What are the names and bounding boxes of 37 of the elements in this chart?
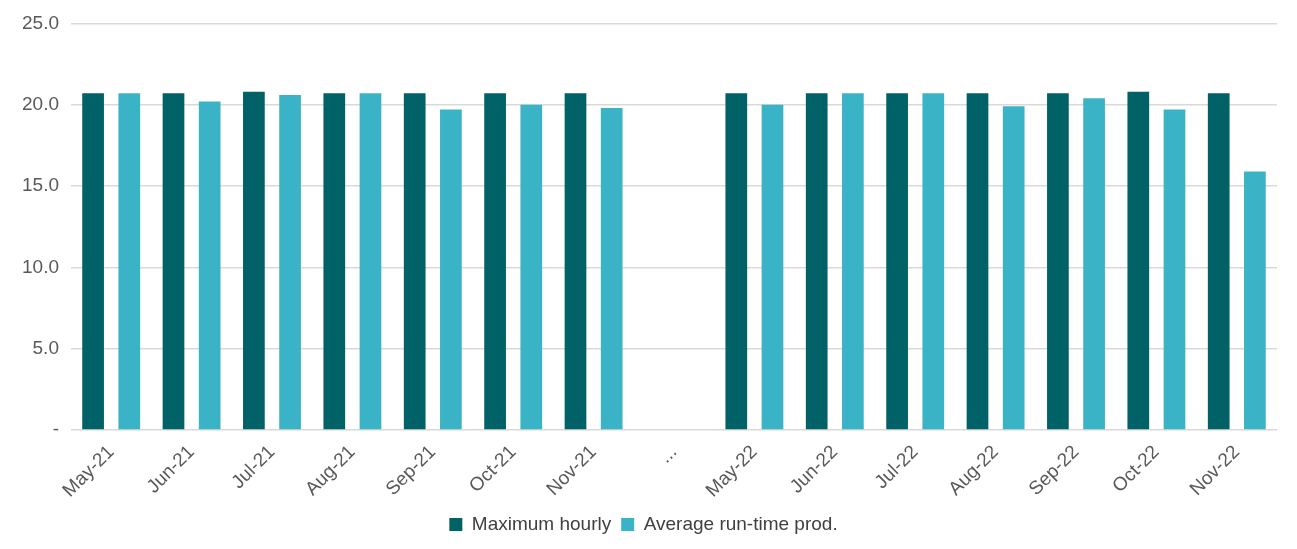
legend-label: Average run-time prod. [643,512,838,534]
bar [118,93,141,430]
bar [440,109,462,430]
y-tick-label: 10.0 [22,255,59,277]
bar [520,104,543,430]
bar [403,93,426,430]
bar [842,93,864,430]
bar [1244,171,1266,430]
bar [82,93,104,430]
bar [1047,93,1069,430]
bar [198,101,221,430]
y-tick-label: 15.0 [22,174,59,196]
x-tick-label: ... [654,440,681,467]
y-tick-label: 20.0 [22,92,59,114]
bar [1127,91,1150,430]
legend-label: Maximum hourly [471,512,612,534]
bar [243,91,265,430]
bar [725,93,748,430]
bar [922,93,945,430]
bar [966,93,989,430]
bar [761,104,784,430]
bar [805,93,828,430]
y-tick-label: 5.0 [32,336,59,358]
bar [1163,109,1186,430]
bar [1083,98,1105,430]
bar [600,107,623,430]
bar [1207,93,1230,430]
y-tick-label: - [52,418,59,440]
bar [564,93,587,430]
bar [323,93,346,430]
bar [279,94,301,430]
bar [162,93,185,430]
bar [484,93,506,430]
bar [359,93,382,430]
bar [886,93,908,430]
bar [1002,106,1025,430]
y-tick-label: 25.0 [22,11,59,33]
